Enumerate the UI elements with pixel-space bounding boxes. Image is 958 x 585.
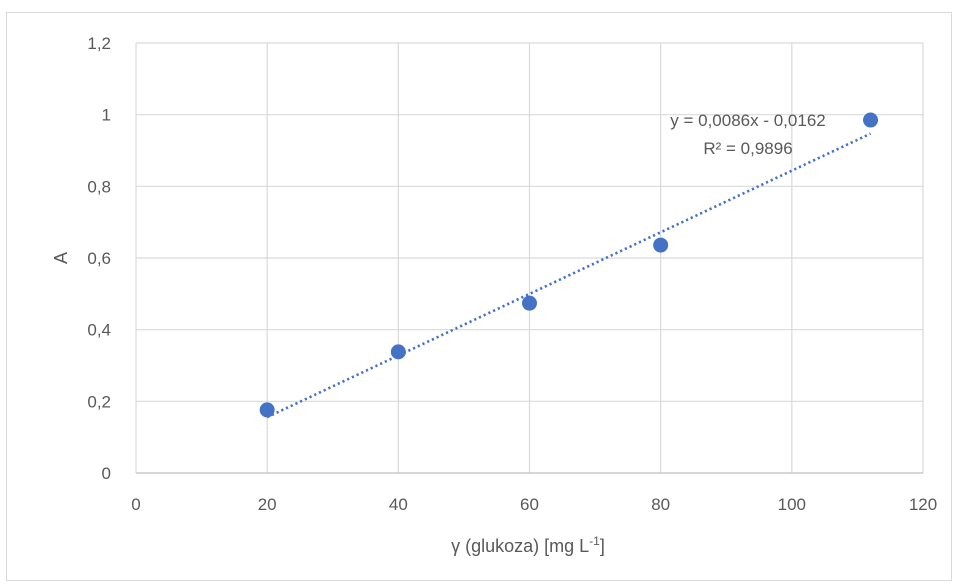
axes — [135, 43, 923, 474]
x-axis-title-main: γ (glukoza) [mg L — [451, 536, 589, 556]
x-tick-label: 0 — [131, 495, 140, 514]
data-point — [653, 237, 669, 253]
y-tick-label: 0 — [102, 464, 111, 483]
data-point — [522, 295, 537, 311]
trendline-equation: y = 0,0086x - 0,0162 — [670, 111, 825, 130]
x-axis-title: γ (glukoza) [mg L-1] — [451, 534, 605, 556]
data-point — [863, 112, 879, 128]
x-tick-label: 40 — [389, 495, 408, 514]
y-tick-label: 0,6 — [87, 249, 111, 268]
gridlines — [136, 42, 924, 473]
x-tick-label: 80 — [651, 495, 670, 514]
chart-frame — [6, 12, 952, 581]
y-tick-label: 1,2 — [87, 34, 111, 53]
y-axis-title: A — [51, 252, 71, 264]
x-tick-label: 60 — [520, 495, 539, 514]
trendline — [266, 132, 872, 419]
y-tick-label: 0,8 — [87, 177, 111, 196]
trendline-layer — [266, 132, 872, 419]
tick-labels: 0 0,2 0,4 0,6 0,8 1 1,2 0 20 40 60 80 100 120 — [87, 34, 937, 514]
y-tick-label: 1 — [102, 106, 111, 125]
data-points — [259, 112, 879, 418]
x-tick-label: 20 — [258, 495, 277, 514]
data-point — [259, 402, 275, 418]
x-axis-title-superscript: -1 — [589, 534, 600, 548]
trendline-r-squared: R² = 0,9896 — [703, 139, 792, 158]
x-axis-title-end: ] — [600, 536, 605, 556]
data-point — [390, 344, 406, 360]
x-tick-label: 120 — [909, 495, 937, 514]
y-tick-label: 0,2 — [87, 392, 111, 411]
x-tick-label: 100 — [778, 495, 806, 514]
y-tick-label: 0,4 — [87, 321, 111, 340]
